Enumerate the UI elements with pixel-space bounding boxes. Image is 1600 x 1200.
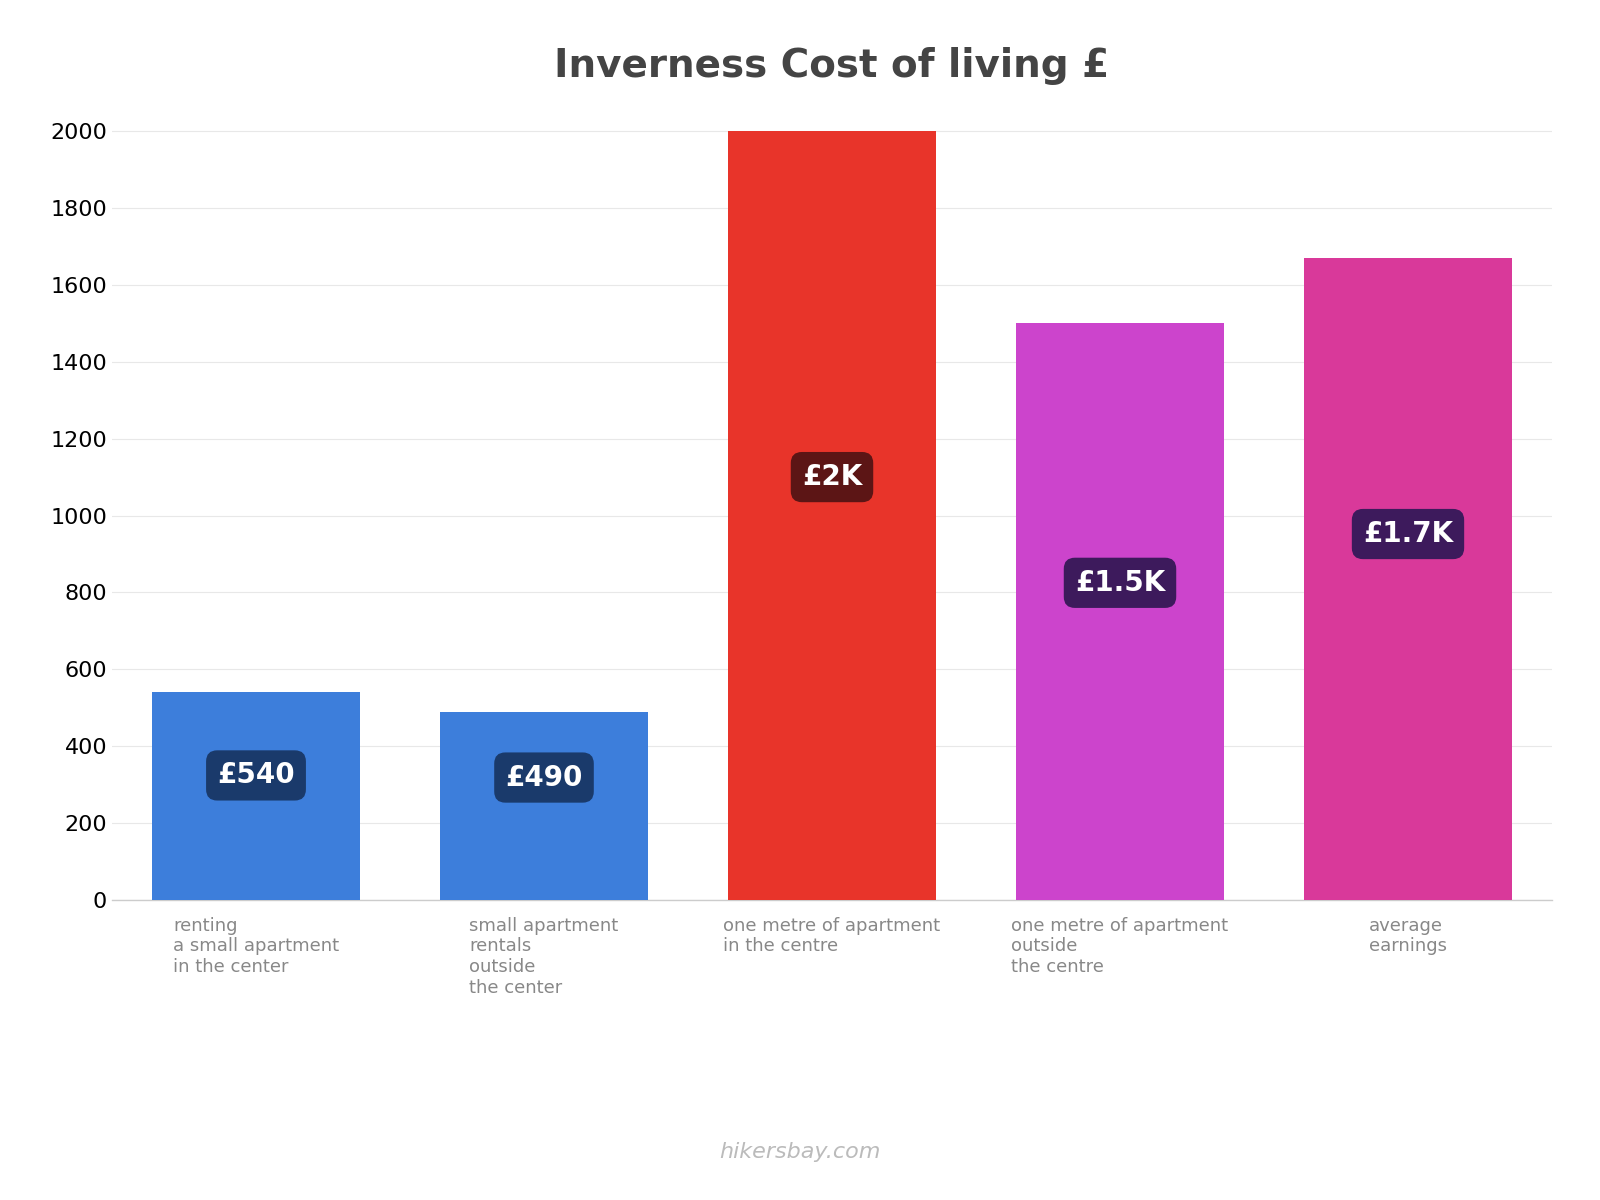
Bar xyxy=(728,131,936,900)
Title: Inverness Cost of living £: Inverness Cost of living £ xyxy=(554,48,1110,85)
Text: hikersbay.com: hikersbay.com xyxy=(720,1142,880,1162)
Text: £490: £490 xyxy=(506,763,582,792)
Bar xyxy=(440,712,648,900)
Text: £1.7K: £1.7K xyxy=(1363,520,1453,548)
Bar xyxy=(152,692,360,900)
Bar xyxy=(1304,258,1512,900)
Text: £1.5K: £1.5K xyxy=(1075,569,1165,596)
Text: £540: £540 xyxy=(218,762,294,790)
Text: £2K: £2K xyxy=(802,463,862,491)
Bar xyxy=(1016,323,1224,900)
